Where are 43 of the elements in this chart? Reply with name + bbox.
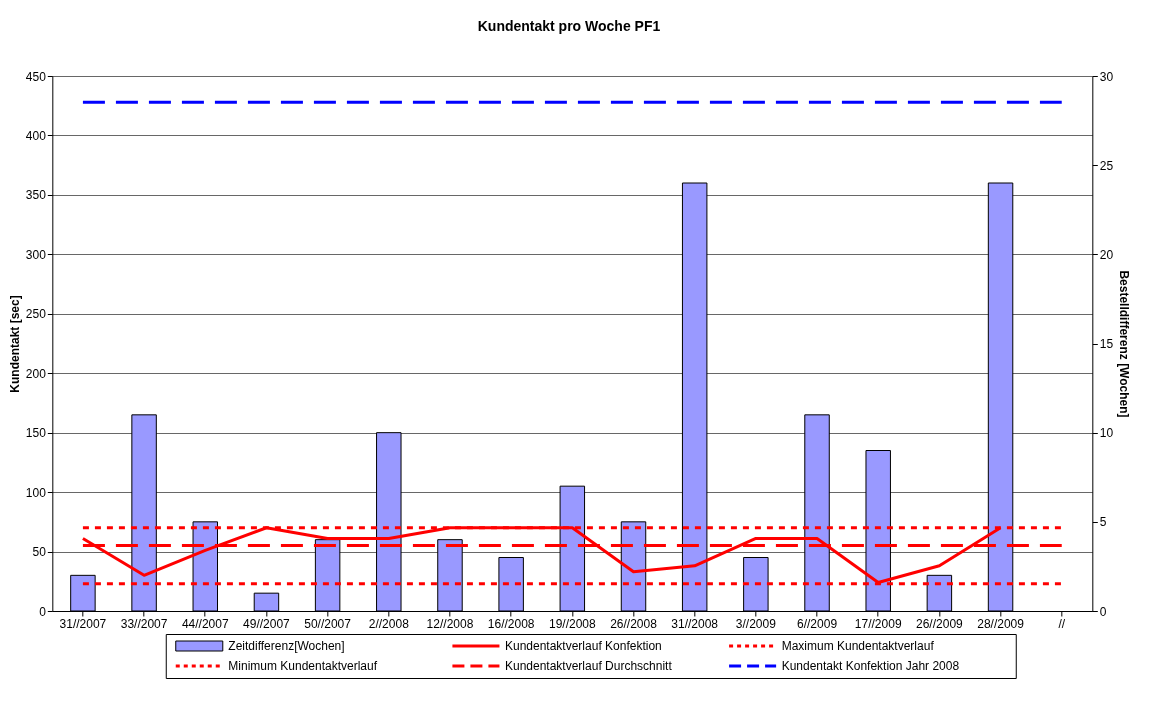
y-tick-label: 0 <box>39 604 47 619</box>
x-tick-label: 44//2007 <box>181 616 229 631</box>
x-tick-label: 26//2009 <box>916 616 964 631</box>
y2-tick-label: 5 <box>1099 515 1107 530</box>
x-tick-label: 17//2009 <box>854 616 902 631</box>
y-tick-label: 150 <box>25 426 47 441</box>
chart-title: Kundentakt pro Woche PF1 <box>477 18 661 34</box>
x-tick-label: 26//2008 <box>610 616 658 631</box>
y-tick-label: 300 <box>25 247 47 262</box>
x-tick-label: 6//2009 <box>797 616 838 631</box>
x-tick-label: 33//2007 <box>120 616 168 631</box>
y2-tick-label: 0 <box>1099 604 1107 619</box>
legend-label: Kundentaktverlauf Konfektion <box>504 639 662 653</box>
x-tick-label: 3//2009 <box>735 616 777 631</box>
y-tick-label: 450 <box>25 69 47 84</box>
x-tick-label: 49//2007 <box>243 616 291 631</box>
y-tick-label: 100 <box>25 485 47 500</box>
y2-tick-label: 20 <box>1099 247 1114 262</box>
legend-label: Minimum Kundentaktverlauf <box>228 659 378 673</box>
x-tick-label: 50//2007 <box>304 616 352 631</box>
x-tick-label: // <box>1058 616 1066 631</box>
y2-axis-title: Bestelldifferenz [Wochen] <box>1117 270 1132 418</box>
legend-label: Maximum Kundentaktverlauf <box>781 639 935 653</box>
y-tick-label: 400 <box>25 128 47 143</box>
y2-tick-label: 25 <box>1099 158 1114 173</box>
y-axis-title: Kundentakt [sec] <box>7 295 22 393</box>
x-tick-label: 28//2009 <box>977 616 1025 631</box>
x-tick-label: 2//2008 <box>368 616 410 631</box>
legend-label: Zeitdifferenz[Wochen] <box>228 639 345 653</box>
y-tick-label: 350 <box>25 188 47 203</box>
x-tick-label: 19//2008 <box>548 616 596 631</box>
legend-label: Kundentakt Konfektion Jahr 2008 <box>781 659 960 673</box>
legend-label: Kundentaktverlauf Durchschnitt <box>504 659 673 673</box>
y-tick-label: 200 <box>25 366 47 381</box>
y-tick-label: 250 <box>25 307 47 322</box>
y2-tick-label: 30 <box>1099 69 1114 84</box>
x-tick-label: 31//2007 <box>59 616 107 631</box>
y2-tick-label: 15 <box>1099 337 1114 351</box>
y-tick-label: 50 <box>32 545 47 560</box>
x-tick-label: 12//2008 <box>426 616 474 631</box>
x-tick-label: 16//2008 <box>487 616 535 631</box>
y2-tick-label: 10 <box>1099 426 1114 441</box>
x-tick-label: 31//2008 <box>671 616 719 631</box>
